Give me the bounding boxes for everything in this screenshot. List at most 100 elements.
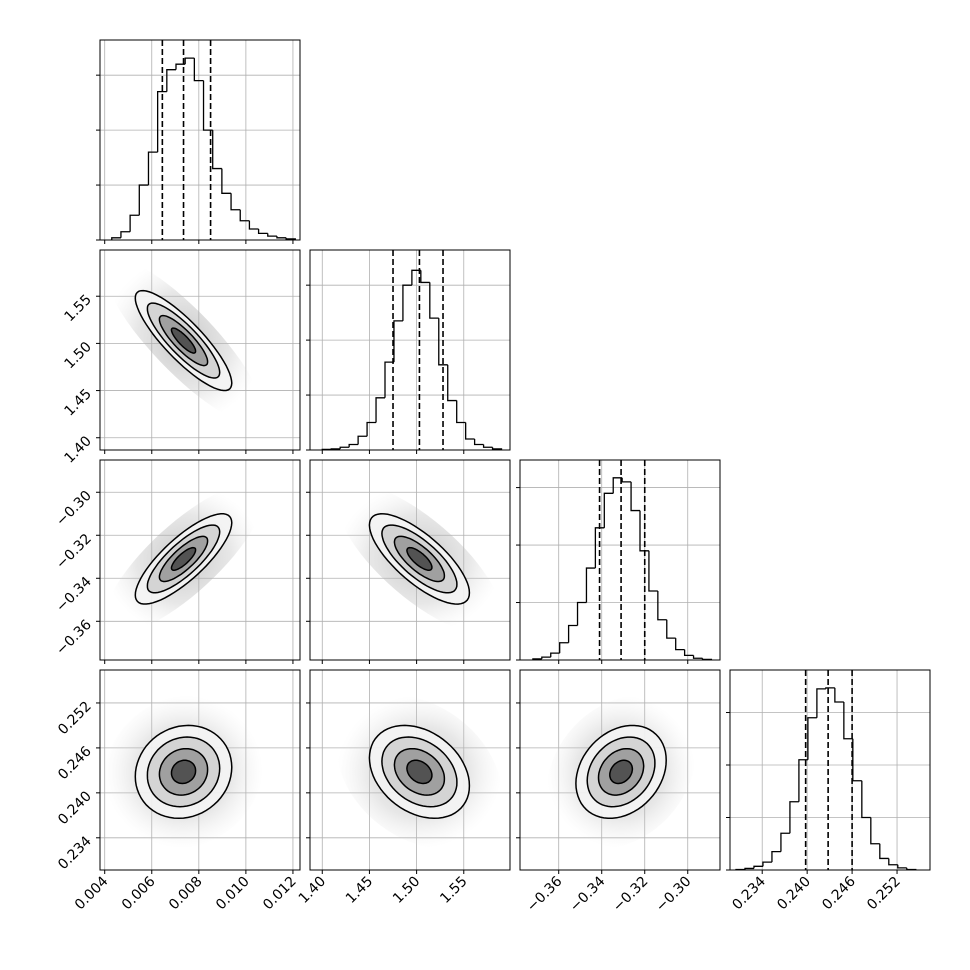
histogram-bar [559, 642, 569, 654]
histogram-bar [612, 477, 623, 494]
x-tick-label: 0.234 [729, 873, 769, 913]
histogram-bar [666, 619, 676, 639]
histogram-bar [825, 687, 835, 689]
panel-frame [99, 249, 301, 451]
histogram-bar [576, 601, 587, 626]
histogram-bar [491, 447, 503, 450]
panel-frame [729, 669, 931, 871]
histogram-bar [193, 58, 204, 82]
histogram-bar [692, 655, 703, 659]
contour [170, 327, 197, 354]
histogram-bar [771, 850, 781, 863]
histogram-bar [861, 780, 871, 819]
histogram-bar [248, 220, 259, 230]
histogram-bar [897, 864, 907, 869]
panel-frame [309, 249, 511, 451]
y-tick-label: −0.34 [53, 574, 95, 616]
histogram-bar [482, 444, 493, 448]
panel-frame [519, 459, 721, 661]
histogram-bar [212, 130, 222, 170]
histogram-bar [541, 656, 551, 659]
histogram-bar [630, 481, 640, 512]
histogram-bar [357, 435, 368, 445]
panel-frame [309, 459, 511, 661]
histogram-bar [744, 867, 754, 870]
histogram-bar [339, 446, 350, 449]
histogram-bar [267, 233, 277, 237]
panel-clip-group [103, 484, 264, 634]
y-tick-label: 0.240 [55, 788, 95, 828]
panel-frame [309, 669, 511, 871]
y-tick-label: 1.45 [61, 386, 94, 419]
histogram-bar [753, 865, 763, 869]
histogram-bar [594, 527, 605, 569]
x-tick-label: 0.010 [213, 874, 253, 914]
y-tick-label: 1.40 [61, 433, 94, 466]
histogram-bar [438, 318, 448, 366]
histogram-bar [603, 492, 614, 528]
histogram-bar [411, 269, 421, 286]
y-tick-label: 1.55 [61, 292, 94, 325]
histogram-bar [762, 861, 772, 867]
panel-clip-group [336, 695, 502, 849]
histogram-bar [138, 184, 149, 216]
histogram-bar [257, 229, 268, 235]
x-tick-label: 0.012 [260, 874, 300, 914]
histogram-bar [166, 69, 176, 92]
panel-frame [519, 669, 721, 871]
y-tick-label: 1.50 [61, 339, 94, 372]
histogram-bar [585, 567, 596, 603]
histogram-bar [807, 717, 817, 760]
x-tick-label: −0.30 [653, 874, 695, 916]
histogram-bar [221, 168, 232, 194]
histogram-bar [621, 477, 632, 483]
histogram-bar [147, 151, 158, 186]
x-tick-label: 0.008 [166, 874, 206, 914]
histogram-bar [639, 510, 649, 552]
panel-clip-group [103, 258, 264, 423]
histogram-bar [366, 421, 377, 437]
panel-clip-group [103, 695, 264, 849]
histogram-bar [550, 652, 560, 658]
x-tick-label: 1.55 [437, 874, 470, 907]
x-tick-label: 0.006 [119, 873, 159, 913]
x-tick-label: 1.45 [343, 874, 376, 907]
histogram-bar [473, 439, 484, 446]
histogram-bar [156, 90, 167, 153]
histogram-bar [239, 209, 250, 222]
histogram-bar [843, 702, 853, 740]
x-tick-label: 0.240 [774, 874, 814, 914]
histogram-bar [888, 858, 898, 866]
histogram-bar [120, 231, 131, 238]
histogram-bar [184, 57, 195, 65]
panel-frame [99, 669, 301, 871]
panel-clip-group [546, 695, 696, 849]
contour [406, 546, 433, 571]
contour [609, 759, 634, 785]
histogram-bar [393, 320, 403, 363]
histogram-bar [230, 193, 241, 211]
histogram-bar [447, 364, 457, 402]
y-tick-label: 0.234 [55, 833, 95, 873]
y-tick-label: −0.36 [53, 617, 95, 659]
x-tick-label: 1.50 [390, 874, 423, 907]
histogram-bar [465, 422, 475, 440]
y-tick-label: 0.246 [55, 743, 95, 783]
histogram-bar [657, 591, 667, 621]
histogram-bar [129, 214, 140, 232]
x-tick-label: 0.252 [864, 874, 904, 914]
panel-frame [99, 459, 301, 661]
histogram-bar [675, 638, 685, 651]
histogram-bar [111, 237, 121, 240]
y-tick-label: −0.30 [53, 488, 95, 530]
histogram-bar [348, 443, 359, 448]
histogram-bar [852, 738, 862, 782]
histogram-bar [420, 270, 430, 284]
histogram-bar [402, 284, 412, 321]
panel-frame [99, 39, 301, 241]
panel-clip-group [336, 484, 502, 634]
x-tick-label: −0.36 [524, 873, 566, 915]
histogram-bar [834, 687, 844, 703]
histogram-bar [648, 550, 658, 592]
